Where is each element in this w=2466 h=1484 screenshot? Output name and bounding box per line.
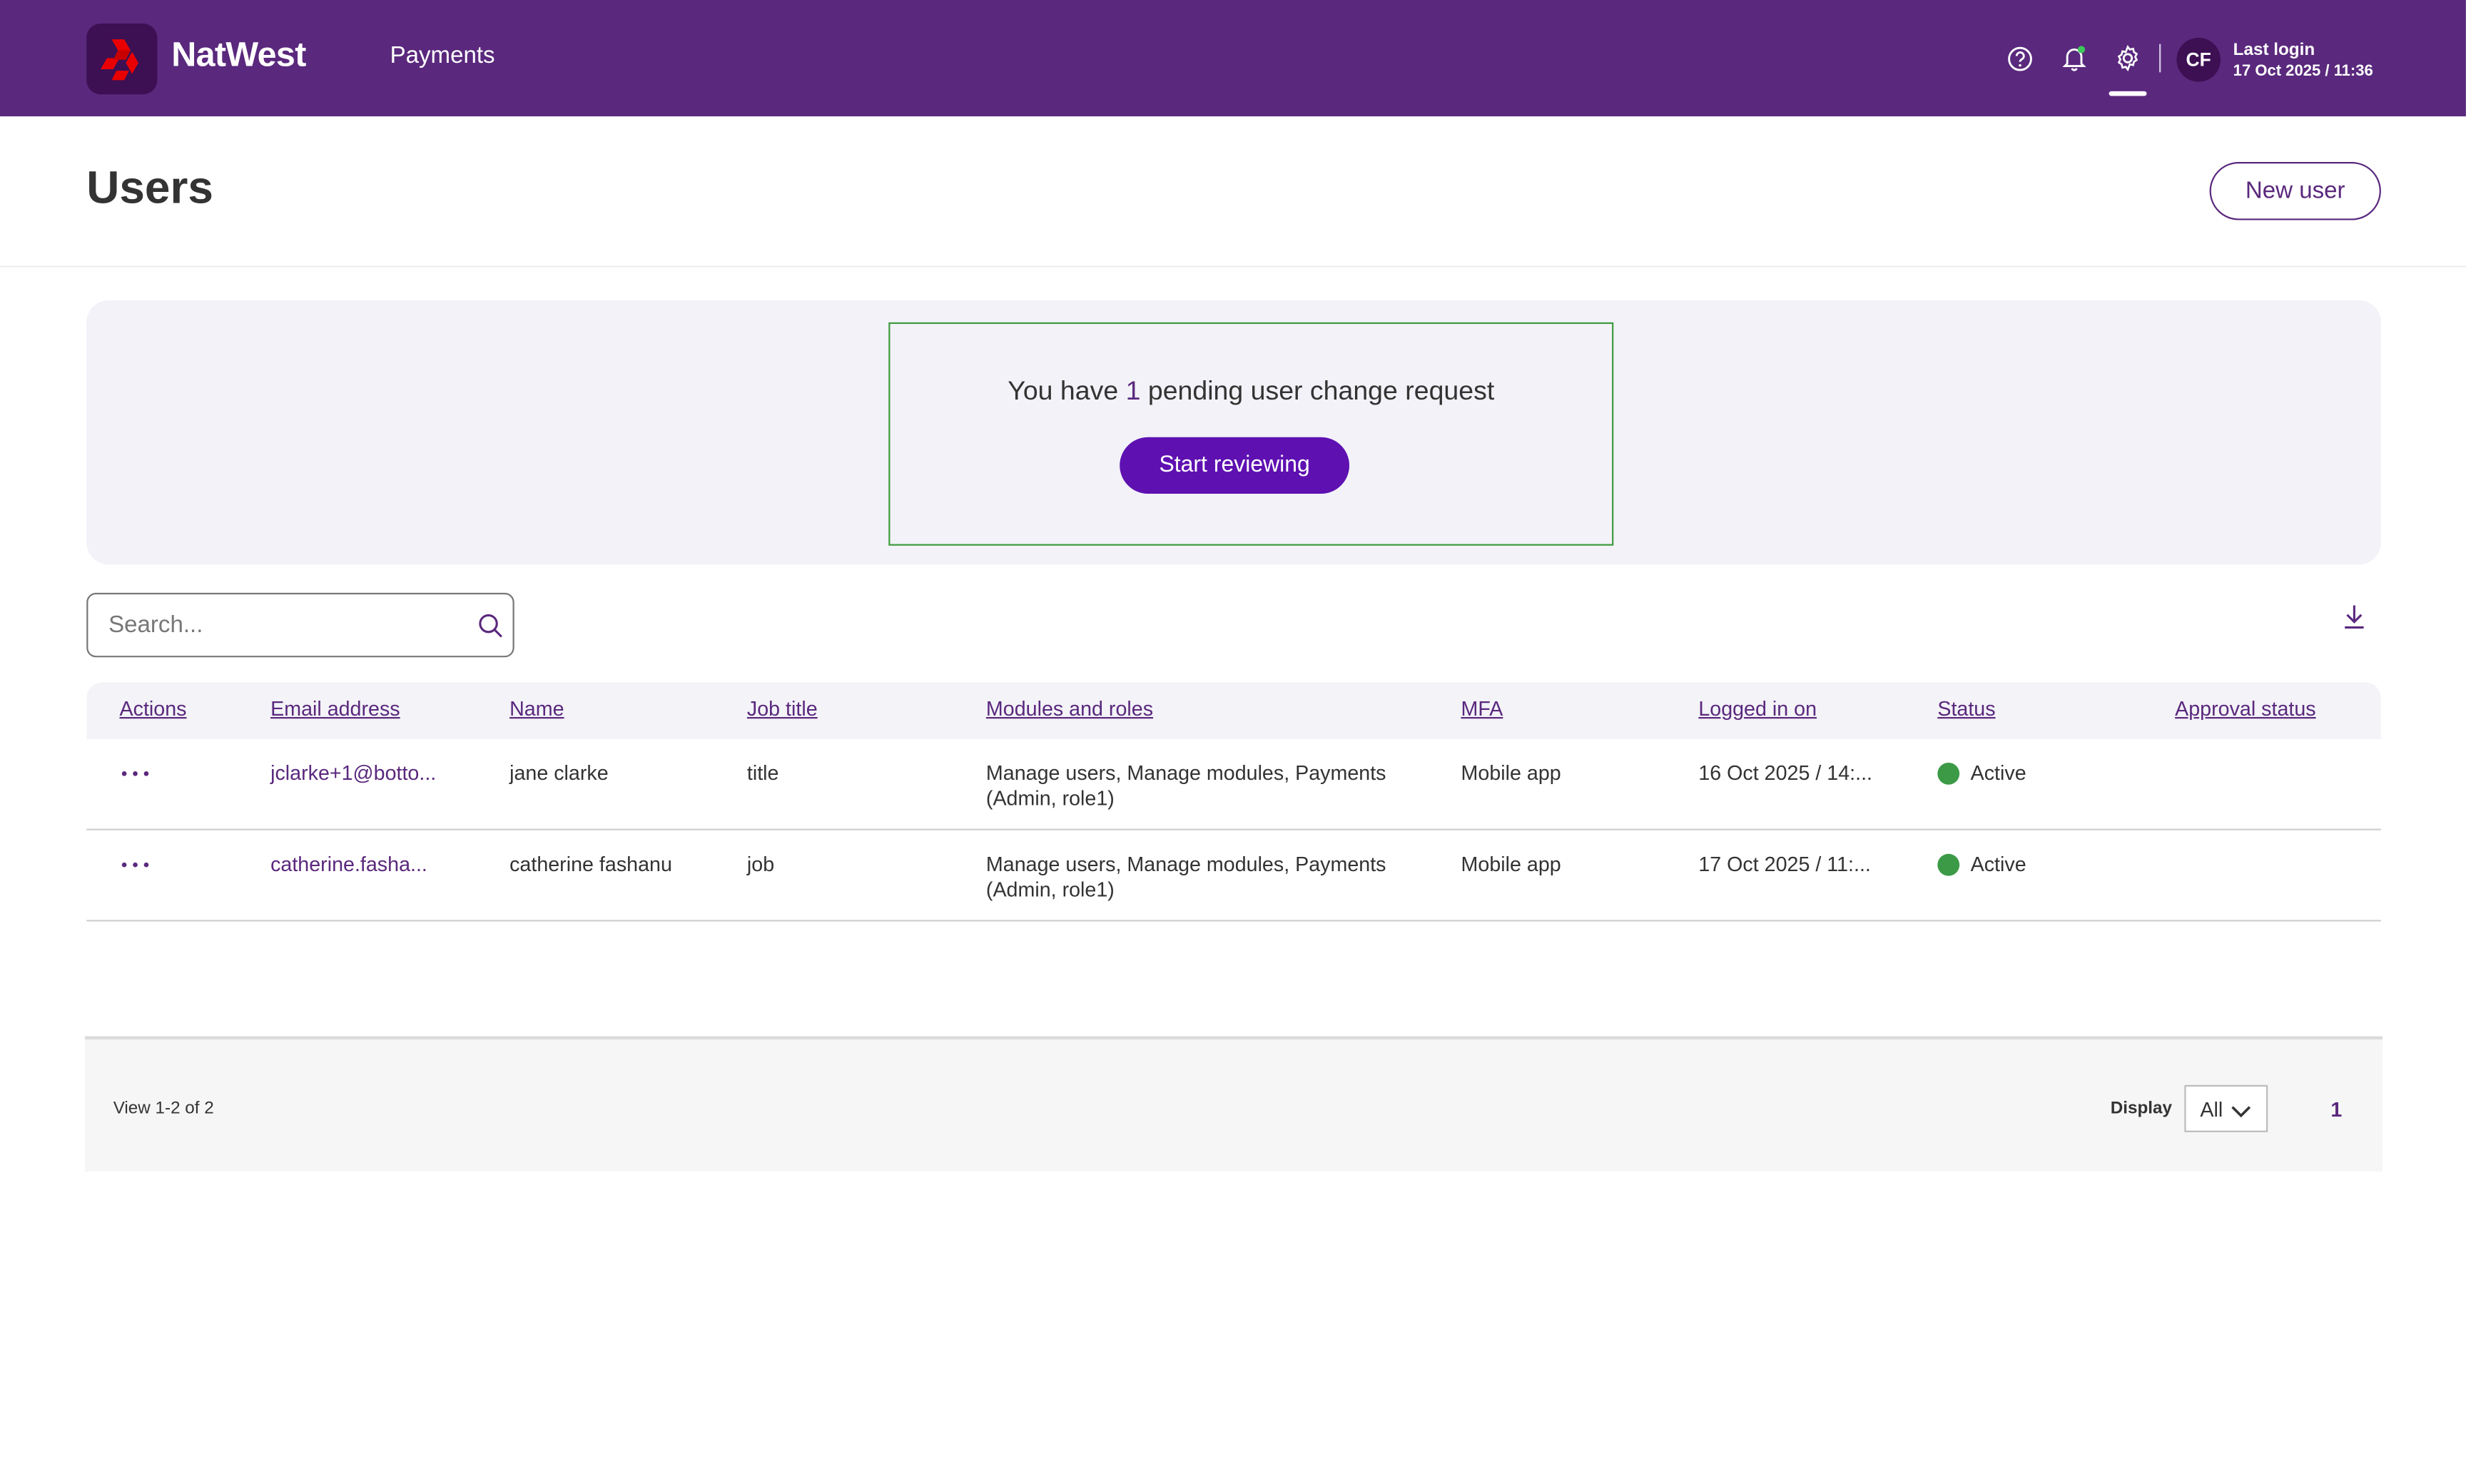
table-header: Actions Email address Name Job title Mod… [86, 682, 2381, 739]
user-name: catherine fashanu [509, 852, 672, 876]
last-login-label: Last login [2233, 41, 2315, 60]
search-box [86, 592, 514, 658]
user-job-title: job [746, 852, 775, 876]
download-icon[interactable] [2340, 602, 2369, 631]
roles-line: (Admin, role1) [985, 877, 1115, 901]
gear-icon[interactable] [2114, 44, 2142, 73]
column-header-logged-in-on[interactable]: Logged in on [1698, 696, 1817, 721]
page-title: Users [86, 163, 213, 214]
last-login-info: Last login 17 Oct 2025 / 11:36 [2233, 41, 2373, 81]
pending-suffix: pending user change request [1140, 375, 1495, 406]
user-name: jane clarke [509, 761, 609, 785]
user-modules-roles: Manage users, Manage modules, Payments (… [986, 853, 1386, 903]
column-header-status[interactable]: Status [1937, 696, 1996, 721]
column-header-approval-status[interactable]: Approval status [2175, 696, 2316, 721]
status-badge: Active [1937, 761, 2026, 786]
column-header-name[interactable]: Name [509, 696, 564, 721]
pending-prefix: You have [1008, 375, 1126, 406]
last-login-value: 17 Oct 2025 / 11:36 [2233, 63, 2373, 81]
user-mfa: Mobile app [1461, 852, 1561, 876]
chevron-down-icon [2230, 1101, 2252, 1118]
modules-line: Manage users, Manage modules, Payments [985, 852, 1386, 876]
new-user-button[interactable]: New user [2209, 162, 2381, 220]
user-modules-roles: Manage users, Manage modules, Payments (… [986, 761, 1386, 812]
pagination-bar: View 1-2 of 2 Display All 1 [85, 1036, 2383, 1172]
modules-line: Manage users, Manage modules, Payments [985, 761, 1386, 785]
start-reviewing-button[interactable]: Start reviewing [1120, 437, 1350, 494]
user-logged-in-on: 16 Oct 2025 / 14:... [1698, 761, 1873, 785]
column-header-modules-roles[interactable]: Modules and roles [985, 696, 1154, 721]
display-label: Display [2110, 1099, 2173, 1119]
column-header-actions[interactable]: Actions [119, 696, 187, 721]
column-header-job-title[interactable]: Job title [746, 696, 818, 721]
roles-line: (Admin, role1) [985, 786, 1115, 810]
avatar[interactable]: CF [2176, 37, 2221, 82]
user-job-title: title [746, 761, 779, 785]
nav-item-payments[interactable]: Payments [390, 42, 495, 69]
status-text: Active [1970, 761, 2026, 785]
user-email-link[interactable]: catherine.fasha... [270, 852, 427, 876]
bell-icon[interactable] [2060, 44, 2089, 73]
top-bar: NatWest Payments CF Last login 17 Oct 20… [0, 0, 2466, 117]
status-badge: Active [1937, 853, 2026, 878]
column-header-mfa[interactable]: MFA [1461, 696, 1503, 721]
display-select[interactable]: All [2184, 1084, 2268, 1132]
divider [0, 265, 2466, 268]
header-divider [2159, 44, 2161, 73]
more-actions-icon[interactable] [120, 853, 151, 868]
search-input[interactable] [108, 594, 470, 656]
status-text: Active [1970, 852, 2026, 876]
table-row: catherine.fasha... catherine fashanu job… [86, 830, 2381, 922]
display-select-value: All [2200, 1097, 2223, 1122]
more-actions-icon[interactable] [120, 761, 151, 777]
user-mfa: Mobile app [1461, 761, 1561, 785]
column-header-email[interactable]: Email address [270, 696, 400, 721]
status-dot-icon [1937, 853, 1960, 876]
active-tab-indicator [2109, 91, 2147, 96]
pending-request-box: You have 1 pending user change request S… [888, 322, 1614, 546]
pending-count: 1 [1125, 375, 1141, 406]
brand-name: NatWest [171, 34, 306, 74]
view-count: View 1-2 of 2 [113, 1099, 214, 1119]
table-row: jclarke+1@botto... jane clarke title Man… [86, 739, 2381, 830]
status-dot-icon [1937, 762, 1960, 785]
pending-request-message: You have 1 pending user change request [890, 376, 1612, 407]
search-icon[interactable] [477, 611, 505, 640]
help-icon[interactable] [2005, 44, 2034, 73]
user-email-link[interactable]: jclarke+1@botto... [270, 761, 437, 785]
page-number[interactable]: 1 [2330, 1097, 2343, 1122]
natwest-logo-icon[interactable] [86, 24, 158, 95]
user-logged-in-on: 17 Oct 2025 / 11:... [1698, 852, 1871, 876]
